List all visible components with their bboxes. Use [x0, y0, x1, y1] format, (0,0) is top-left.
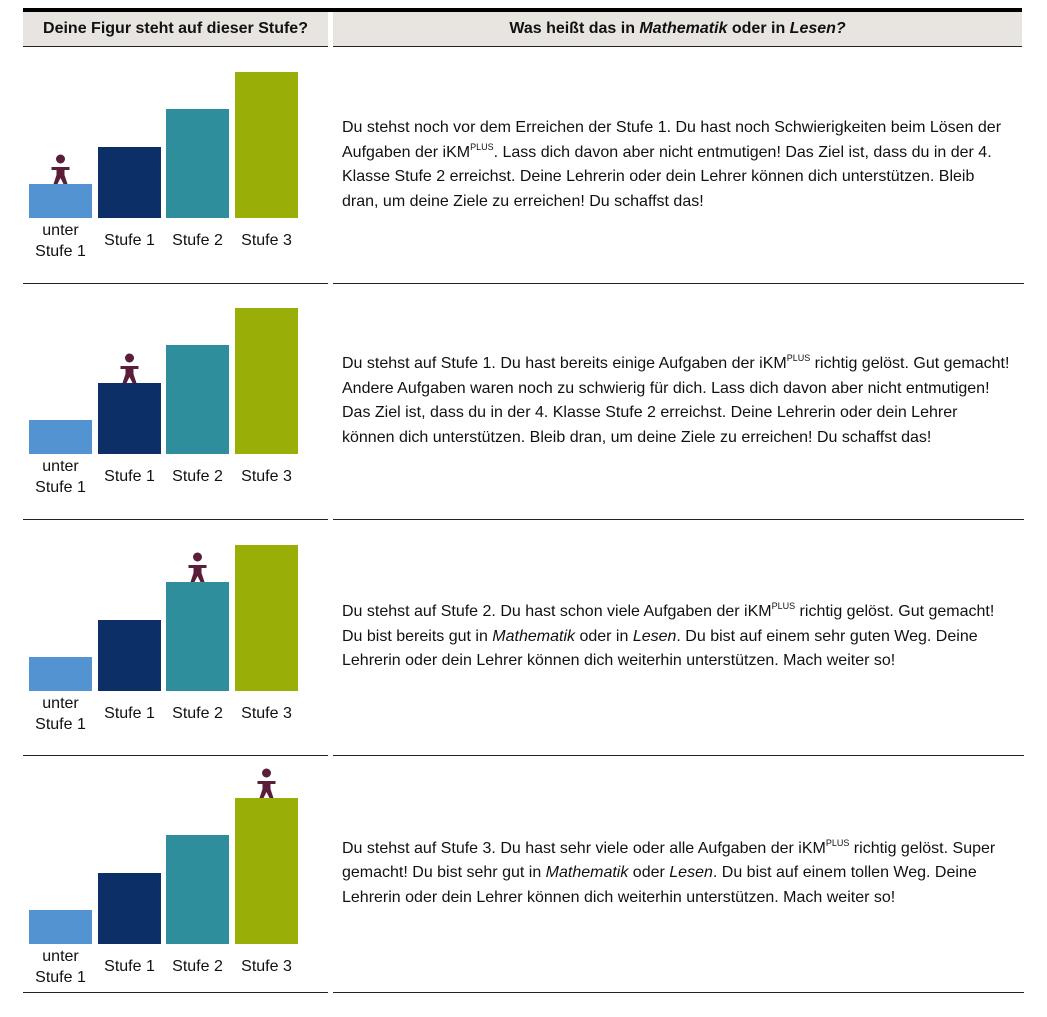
text-run: Du stehst auf Stufe 2. Du hast schon vie… — [342, 603, 772, 621]
text-run: . Du bist auf einem sehr guten Weg. Dein… — [342, 627, 978, 670]
superscript: PLUS — [786, 353, 811, 363]
stair-step — [166, 582, 229, 691]
step-label: unter Stufe 1 — [35, 695, 86, 733]
step-label: unter Stufe 1 — [35, 222, 86, 260]
italic-text: Mathematik — [639, 20, 728, 37]
row-rule — [23, 283, 328, 284]
stair-step — [235, 72, 298, 218]
step-label: Stufe 3 — [241, 468, 292, 485]
description: Du stehst auf Stufe 3. Du hast sehr viel… — [342, 755, 1010, 992]
text-run: richtig gelöst. Gut gemacht! Andere Aufg… — [342, 355, 1010, 446]
figure-head — [125, 353, 134, 363]
description: Du stehst auf Stufe 2. Du hast schon vie… — [342, 519, 1010, 755]
description: Du stehst auf Stufe 1. Du hast bereits e… — [342, 283, 1010, 519]
step-label: Stufe 1 — [104, 232, 155, 249]
stair-step — [29, 184, 92, 218]
stair-step — [98, 873, 161, 944]
text-run: Was heißt das in — [509, 20, 640, 37]
figure-body — [257, 781, 276, 798]
superscript: PLUS — [825, 837, 850, 848]
stair-step — [235, 545, 298, 691]
stair-step — [235, 798, 298, 944]
step-label: Stufe 2 — [172, 232, 223, 249]
step-label: Stufe 2 — [172, 705, 223, 722]
text-run: oder in — [575, 627, 633, 645]
description: Du stehst noch vor dem Erreichen der Stu… — [342, 47, 1010, 283]
step-label: unter Stufe 1 — [35, 948, 86, 986]
stair-step — [235, 308, 298, 454]
text-run: . Du bist auf einem tollen Weg. Deine Le… — [342, 864, 977, 906]
paragraph: Du stehst auf Stufe 1. Du hast bereits e… — [342, 352, 1010, 450]
top-rule — [23, 8, 1022, 12]
superscript: PLUS — [771, 601, 796, 612]
text-run: richtig gelöst. Super gemacht! Du bist s… — [342, 839, 996, 882]
figure-head — [193, 552, 202, 562]
header-title: Deine Figur steht auf dieser Stufe? — [43, 20, 308, 37]
step-label: Stufe 1 — [104, 468, 155, 485]
row-rule — [333, 992, 1024, 993]
step-label: Stufe 3 — [241, 958, 292, 975]
italic-text: Mathematik — [545, 864, 629, 882]
figure-body — [51, 167, 70, 184]
stair-step — [166, 835, 229, 944]
row-rule — [333, 755, 1024, 756]
text-run: oder — [628, 864, 670, 882]
stair-step — [98, 147, 161, 218]
row-rule — [23, 992, 328, 993]
italic-text: Lesen — [632, 627, 677, 645]
text-run: Du stehst auf Stufe 3. Du hast sehr viel… — [342, 839, 826, 857]
italic-text: Lesen — [669, 864, 713, 882]
paragraph: Du stehst auf Stufe 3. Du hast sehr viel… — [342, 837, 1010, 911]
row-rule — [333, 283, 1024, 284]
figure-body — [188, 565, 207, 582]
step-label: Stufe 3 — [241, 705, 292, 722]
text-run: . Lass dich davon aber nicht entmutigen!… — [342, 143, 992, 210]
paragraph: Du stehst auf Stufe 2. Du hast schon vie… — [342, 600, 1010, 674]
text-run: oder in — [727, 20, 790, 37]
stair-step — [29, 657, 92, 691]
figure-head — [56, 154, 65, 164]
paragraph: Du stehst noch vor dem Erreichen der Stu… — [342, 116, 1010, 214]
row-rule — [23, 519, 328, 520]
stair-step — [29, 420, 92, 454]
step-label: Stufe 1 — [104, 705, 155, 722]
step-label: Stufe 2 — [172, 958, 223, 975]
text-run: Du stehst noch vor dem Erreichen der Stu… — [342, 119, 1002, 161]
stair-step — [166, 345, 229, 454]
header-cell: Deine Figur steht auf dieser Stufe? — [23, 12, 328, 47]
header-title: Was heißt das in Mathematik oder in Lese… — [509, 20, 845, 38]
row-rule — [23, 755, 328, 756]
text-run: richtig gelöst. Gut gemacht! Du bist ber… — [342, 603, 995, 645]
italic-text: Mathematik — [492, 627, 575, 645]
stair-step — [98, 383, 161, 454]
header-cell: Was heißt das in Mathematik oder in Lese… — [333, 12, 1022, 47]
superscript: PLUS — [470, 141, 494, 152]
row-rule — [333, 519, 1024, 520]
italic-text: Lesen? — [789, 20, 846, 37]
stair-step — [98, 620, 161, 691]
text-run: Du stehst auf Stufe 1. Du hast bereits e… — [342, 355, 787, 372]
stair-step — [166, 109, 229, 218]
step-label: Stufe 2 — [172, 468, 223, 485]
step-label: Stufe 3 — [241, 232, 292, 249]
figure-body — [120, 366, 139, 383]
stair-step — [29, 910, 92, 944]
step-label: unter Stufe 1 — [35, 458, 86, 496]
figure-head — [262, 768, 271, 778]
step-label: Stufe 1 — [104, 958, 155, 975]
